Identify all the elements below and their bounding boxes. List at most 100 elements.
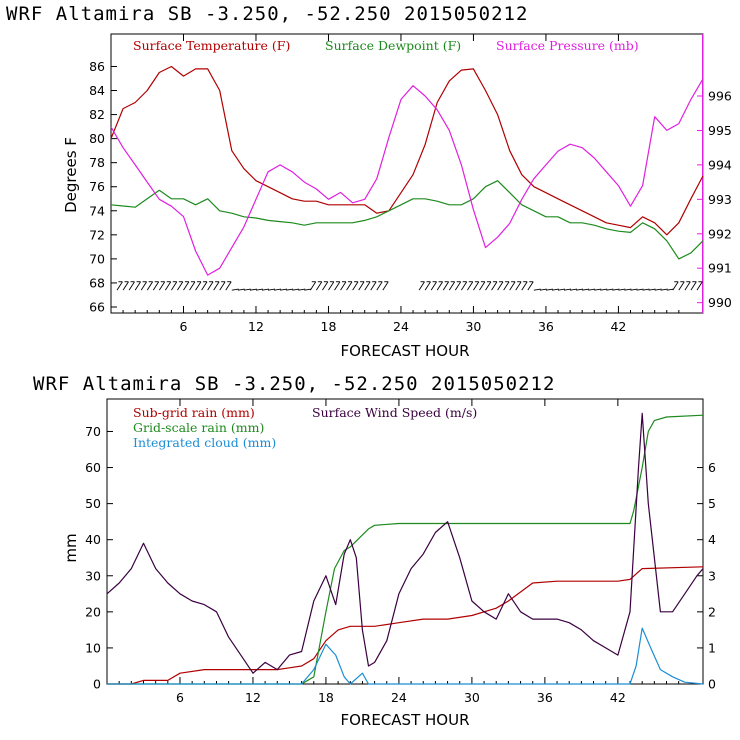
wind-barb [594,288,602,291]
wind-barb [274,288,282,291]
surface-dewpoint-line [110,180,704,260]
wind-barb [237,288,245,291]
wind-barb [292,288,300,291]
top-y2tick-label: 995 [708,123,732,138]
top-y2tick-label: 991 [708,261,732,276]
wind-barb [376,281,383,291]
wind-barb [280,288,288,291]
wind-barb [128,281,135,291]
top-ytick-label: 82 [89,107,105,122]
wind-barb [582,288,590,291]
wind-barb [684,281,691,291]
bottom-ytick-label: 70 [85,424,101,439]
top-y2tick-label: 996 [708,89,732,104]
top-xtick-label: 30 [465,319,481,334]
bottom-xlabel: FORECAST HOUR [340,711,469,729]
wind-barb [690,281,697,291]
bottom-xtick-label: 18 [318,690,334,705]
wind-barb [448,281,456,291]
bottom-title: WRF Altamira SB -3.250, -52.250 20150502… [33,373,555,395]
legend-wind-speed: Surface Wind Speed (m/s) [312,405,477,420]
bottom-xtick-label: 30 [464,690,480,705]
wind-barb [418,281,425,291]
wind-barb [177,281,184,291]
top-ytick-label: 78 [89,155,105,170]
wind-barb [309,281,317,291]
bottom-ytick-label: 60 [85,460,101,475]
bottom-ytick-label: 50 [85,496,101,511]
bottom-xtick-label: 36 [537,690,553,705]
wind-barb [666,288,674,291]
wind-barb [334,281,341,291]
bottom-y2tick-label: 2 [708,604,716,619]
wind-barb [551,288,559,291]
wind-barb [189,281,196,291]
wind-barb [158,281,166,291]
wind-barb [570,288,578,291]
top-xtick-label: 12 [248,319,264,334]
wind-barb [678,281,685,291]
wind-barb [195,281,202,291]
sub-grid-rain-line [107,566,704,685]
wind-barb [152,281,160,291]
bottom-xtick-label: 12 [245,690,261,705]
wind-barb [606,288,614,291]
top-y2tick-label: 994 [708,157,732,172]
wind-barb [515,281,522,291]
wind-barb [491,281,498,291]
bottom-ytick-label: 20 [85,604,101,619]
bottom-ytick-label: 0 [93,677,101,692]
wind-barb [146,281,154,291]
top-ytick-label: 68 [89,275,105,290]
wind-barb [479,281,486,291]
wind-barb [436,281,443,291]
bottom-ytick-label: 40 [85,532,101,547]
top-ytick-label: 72 [89,227,105,242]
legend-pressure: Surface Pressure (mb) [496,38,639,53]
wind-barb [630,288,638,291]
top-ylabel: Degrees F [62,137,80,213]
wind-barb [328,281,335,291]
legend-dewpoint: Surface Dewpoint (F) [325,38,461,53]
bottom-y2tick-label: 5 [708,496,716,511]
top-y2tick-label: 992 [708,226,732,241]
bottom-ylabel: mm [62,533,80,562]
wind-barb [364,281,371,291]
top-xtick-label: 18 [321,319,337,334]
bottom-xtick-label: 42 [610,690,626,705]
wind-barb [134,281,141,291]
wind-barb [140,281,147,291]
wind-barb [164,281,172,291]
wind-barb [624,288,632,291]
wind-barb [243,288,251,291]
wind-barb [497,281,504,291]
wind-barb [642,288,650,291]
wind-barb [460,281,468,291]
wind-barb [509,281,516,291]
bottom-ytick-label: 30 [85,568,101,583]
wind-barb [527,281,534,291]
bottom-xtick-label: 6 [176,690,184,705]
top-y2tick-label: 990 [708,295,732,310]
wind-barb [249,288,257,291]
wind-barb [467,281,474,291]
top-xtick-label: 36 [538,319,554,334]
wind-barb [267,288,276,291]
wind-barb [454,281,462,291]
wind-barbs [116,281,703,291]
wind-barb [322,281,329,291]
wind-barb [286,288,294,291]
grid-scale-rain-line [107,414,704,685]
top-xtick-label: 6 [180,319,188,334]
top-ytick-label: 74 [89,203,105,218]
wind-barb [346,281,353,291]
wind-barb [183,281,190,291]
wind-barb [563,288,572,291]
surface-wind-speed-line [106,412,704,674]
wind-barb [304,288,312,291]
wind-barb [648,288,656,291]
wind-barb [442,281,450,291]
wind-barb [201,281,208,291]
wind-barb [207,281,214,291]
